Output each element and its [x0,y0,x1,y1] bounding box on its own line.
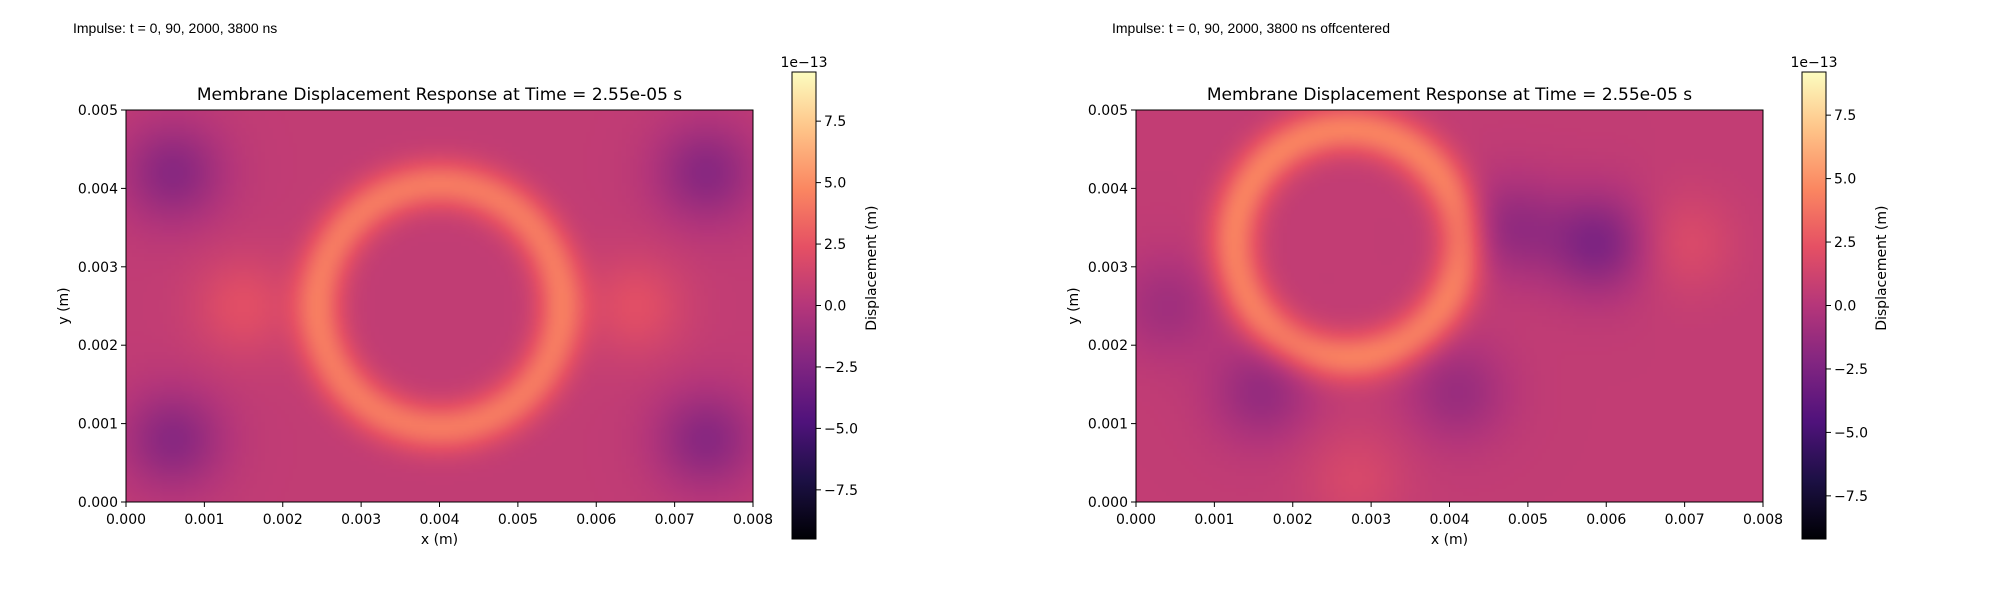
panel-caption-right: Impulse: t = 0, 90, 2000, 3800 ns offcen… [1112,20,1390,36]
chart-panel-1: Membrane Displacement Response at Time =… [56,55,880,548]
x-tick-label: 0.007 [655,512,695,528]
y-tick-label: 0.004 [1088,181,1128,197]
colorbar-tick-label: 7.5 [824,114,846,130]
heatmap-image [126,110,753,502]
x-tick-label: 0.006 [576,512,616,528]
chart-panel-2: Membrane Displacement Response at Time =… [1066,55,1890,548]
y-tick-label: 0.004 [78,181,118,197]
colorbar-tick-label: −2.5 [824,360,858,376]
x-tick-label: 0.003 [1351,512,1391,528]
heatmap-image [1136,110,1763,502]
y-axis-label: y (m) [56,287,72,324]
colorbar-label: Displacement (m) [1874,206,1890,331]
x-tick-label: 0.004 [1429,512,1469,528]
colorbar-tick-label: −7.5 [1834,489,1868,505]
y-tick-label: 0.001 [78,417,118,433]
y-tick-label: 0.000 [78,495,118,511]
x-tick-label: 0.004 [419,512,459,528]
colorbar-offset-text: 1e−13 [1790,55,1837,71]
colorbar [791,71,817,540]
y-tick-label: 0.000 [1088,495,1128,511]
colorbar-tick-label: −5.0 [1834,425,1868,441]
x-tick-label: 0.005 [1508,512,1548,528]
chart-title: Membrane Displacement Response at Time =… [1207,85,1692,105]
x-tick-label: 0.001 [1194,512,1234,528]
x-tick-label: 0.000 [106,512,146,528]
y-tick-label: 0.001 [1088,417,1128,433]
colorbar-tick-label: 0.0 [824,299,846,315]
x-tick-label: 0.002 [263,512,303,528]
chart-title: Membrane Displacement Response at Time =… [197,85,682,105]
x-tick-label: 0.003 [341,512,381,528]
y-tick-label: 0.003 [1088,260,1128,276]
colorbar [1801,71,1827,540]
colorbar-tick-label: 5.0 [1834,172,1856,188]
colorbar-tick-label: 2.5 [824,237,846,253]
x-tick-label: 0.007 [1665,512,1705,528]
x-tick-label: 0.002 [1273,512,1313,528]
x-axis-label: x (m) [421,532,458,548]
x-tick-label: 0.008 [733,512,773,528]
y-tick-label: 0.005 [1088,103,1128,119]
x-tick-label: 0.006 [1586,512,1626,528]
colorbar-tick-label: −7.5 [824,483,858,499]
x-axis-label: x (m) [1431,532,1468,548]
colorbar-tick-label: 5.0 [824,176,846,192]
y-axis-label: y (m) [1066,287,1082,324]
colorbar-tick-label: −2.5 [1834,362,1868,378]
x-tick-label: 0.008 [1743,512,1783,528]
y-tick-label: 0.003 [78,260,118,276]
y-tick-label: 0.005 [78,103,118,119]
colorbar-label: Displacement (m) [864,206,880,331]
colorbar-tick-label: 2.5 [1834,235,1856,251]
x-tick-label: 0.005 [498,512,538,528]
y-tick-label: 0.002 [1088,338,1128,354]
colorbar-tick-label: 7.5 [1834,108,1856,124]
panel-caption-left: Impulse: t = 0, 90, 2000, 3800 ns [73,20,278,36]
x-tick-label: 0.001 [184,512,224,528]
x-tick-label: 0.000 [1116,512,1156,528]
y-tick-label: 0.002 [78,338,118,354]
colorbar-tick-label: −5.0 [824,421,858,437]
colorbar-offset-text: 1e−13 [780,55,827,71]
colorbar-tick-label: 0.0 [1834,299,1856,315]
